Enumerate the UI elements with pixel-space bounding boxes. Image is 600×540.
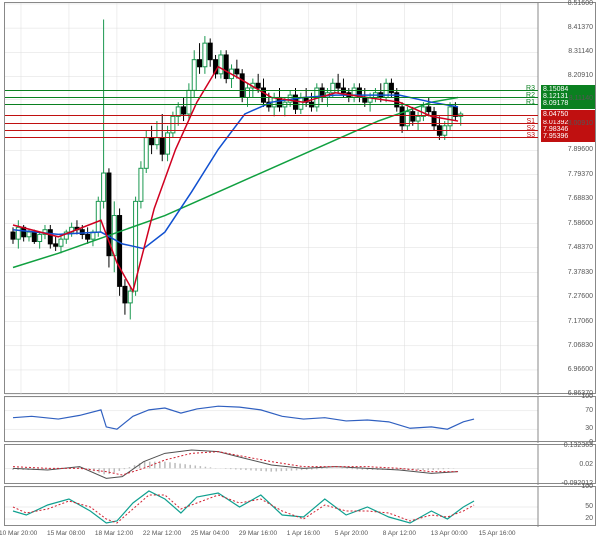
y-tick-label: 0.132363: [564, 442, 593, 449]
x-tick-label: 22 Mar 12:00: [143, 530, 181, 537]
y-tick-label: 7.06830: [568, 342, 593, 349]
y-tick-label: 7.37830: [568, 269, 593, 276]
x-tick-label: 10 Mar 20:00: [0, 530, 37, 537]
trading-chart: 8.15084R38.12131R28.09178R18.01392S17.98…: [0, 0, 600, 540]
stochastic-panel[interactable]: 2050100 10 Mar 20:0015 Mar 08:0018 Mar 1…: [4, 486, 596, 526]
rsi-svg: [5, 397, 597, 443]
y-tick-label: 7.27600: [568, 293, 593, 300]
macd-panel[interactable]: -0.0920120.020.132363: [4, 444, 596, 484]
y-tick-label: 0.02: [579, 461, 593, 468]
sr-label: S3: [526, 132, 535, 139]
y-tick-label: 50: [585, 503, 593, 510]
x-tick-label: 1 Apr 16:00: [287, 530, 320, 537]
y-tick-label: 7.17060: [568, 318, 593, 325]
price-tag: 8.04750: [541, 110, 595, 120]
x-tick-label: 18 Mar 12:00: [95, 530, 133, 537]
y-tick-label: 100: [581, 393, 593, 400]
sr-label: R1: [526, 99, 535, 106]
main-chart-svg: [5, 3, 597, 395]
x-tick-label: 8 Apr 12:00: [383, 530, 416, 537]
sr-label: S2: [526, 125, 535, 132]
y-tick-label: 8.51600: [568, 0, 593, 7]
y-tick-label: 8.11140: [569, 95, 593, 102]
y-tick-label: 7.68830: [568, 195, 593, 202]
y-tick-label: 8.00910: [568, 120, 593, 127]
y-tick-label: 20: [585, 515, 593, 522]
sr-label: R2: [526, 92, 535, 99]
x-tick-label: 15 Mar 08:00: [47, 530, 85, 537]
y-tick-label: 7.89600: [568, 146, 593, 153]
rsi-panel[interactable]: 03070100: [4, 396, 596, 442]
x-tick-label: 15 Apr 16:00: [479, 530, 516, 537]
stoch-svg: [5, 487, 597, 527]
sr-label: S1: [526, 118, 535, 125]
x-tick-label: 5 Apr 20:00: [335, 530, 368, 537]
y-tick-label: 8.20910: [568, 72, 593, 79]
sr-label: R3: [526, 85, 535, 92]
main-price-panel[interactable]: 8.15084R38.12131R28.09178R18.01392S17.98…: [4, 2, 596, 394]
y-tick-label: 7.48370: [568, 244, 593, 251]
x-tick-label: 13 Apr 00:00: [431, 530, 468, 537]
y-tick-label: 7.79370: [568, 171, 593, 178]
y-tick-label: 6.96600: [568, 366, 593, 373]
macd-svg: [5, 445, 597, 485]
y-tick-label: 8.41370: [568, 24, 593, 31]
price-tag: 7.95396: [541, 132, 595, 142]
y-tick-label: 7.58600: [568, 220, 593, 227]
y-tick-label: 100: [581, 483, 593, 490]
x-tick-label: 29 Mar 16:00: [239, 530, 277, 537]
y-tick-label: 70: [585, 407, 593, 414]
y-tick-label: 30: [585, 425, 593, 432]
y-tick-label: 8.31140: [568, 48, 593, 55]
x-tick-label: 25 Mar 04:00: [191, 530, 229, 537]
